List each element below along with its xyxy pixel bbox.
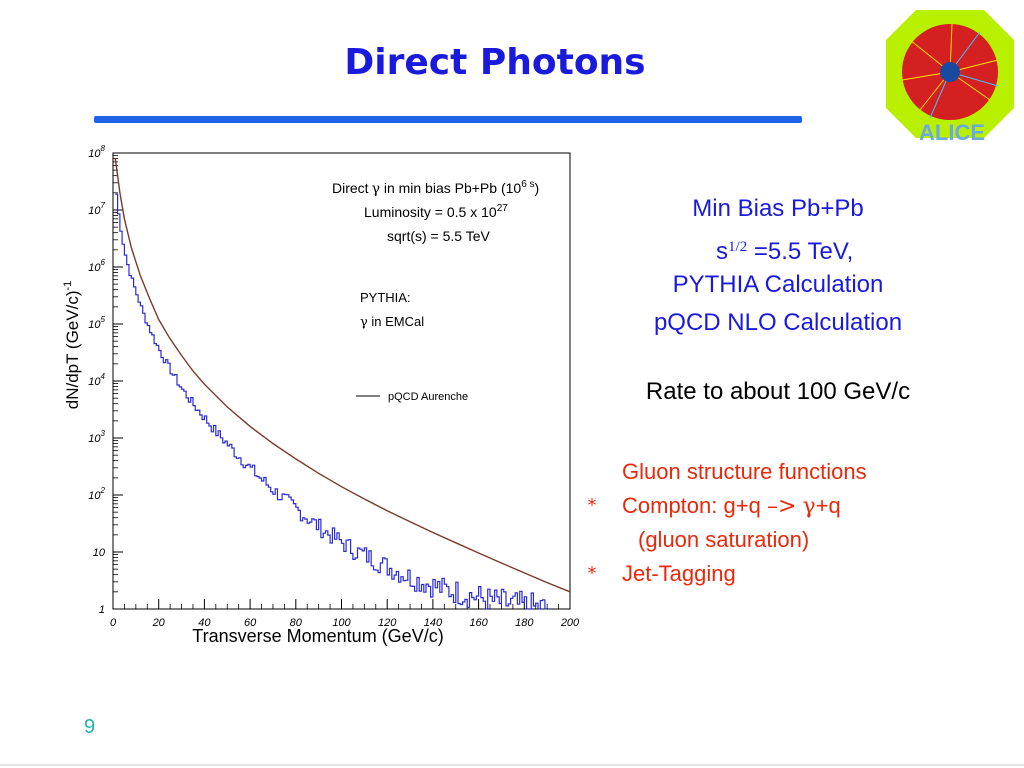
y-tick-label: 106	[88, 258, 105, 274]
rate-text: Rate to about 100 GeV/c	[645, 378, 911, 405]
annotation-sqrts: sqrt(s) = 5.5 TeV	[387, 228, 491, 244]
bullet-gluon: Gluon structure functions	[622, 459, 867, 484]
x-tick-label: 100	[332, 617, 351, 629]
y-tick-label: 108	[88, 144, 105, 160]
annotation-luminosity: Luminosity = 0.5 x 1027	[364, 203, 508, 220]
x-axis: 0 20 40 60 80 100 120 140 160 180 200	[110, 599, 580, 629]
x-tick-label: 20	[152, 617, 166, 629]
y-tick-label: 105	[88, 315, 105, 331]
asterisk-icon: *	[587, 495, 597, 516]
x-axis-label: Transverse Momentum (GeV/c)	[192, 626, 443, 646]
pythia-label-emcal: γ in EMCal	[360, 314, 424, 330]
y-tick-label: 103	[88, 429, 105, 445]
x-tick-label: 120	[378, 617, 397, 629]
x-tick-label: 40	[198, 617, 211, 629]
info-energy: s1/2 =5.5 TeV,	[716, 238, 854, 265]
y-axis-label: dN/dpT (GeV/c)-1	[62, 281, 82, 410]
alice-logo: ALICE	[886, 10, 1014, 144]
y-axis: 1 10 102 103 104 105 106 107 108	[88, 144, 123, 616]
slide-title: Direct Photons	[344, 42, 646, 83]
series-pythia	[115, 193, 548, 610]
y-tick-label: 104	[88, 372, 105, 388]
x-tick-label: 160	[469, 617, 488, 629]
legend-entry: pQCD Aurenche	[388, 391, 468, 403]
x-tick-label: 80	[290, 617, 303, 629]
x-tick-label: 0	[110, 617, 117, 629]
title-underline	[94, 116, 802, 123]
y-tick-label: 102	[88, 486, 105, 502]
info-min-bias: Min Bias Pb+Pb	[692, 195, 864, 222]
x-tick-label: 60	[244, 617, 257, 629]
info-panel: Min Bias Pb+Pb s1/2 =5.5 TeV, PYTHIA Cal…	[600, 190, 956, 342]
bullet-compton: * Compton: g+q –> γ+q	[582, 489, 1002, 523]
direct-photon-chart: 1 10 102 103 104 105 106 107 108 0 20 40 60 80 100 120…	[62, 144, 580, 646]
y-tick-label: 1	[99, 604, 105, 616]
x-tick-label: 180	[515, 617, 534, 629]
plot-frame	[112, 152, 571, 610]
info-pythia: PYTHIA Calculation	[672, 271, 884, 298]
series-pqcd-aurenche	[114, 158, 571, 593]
page-number: 9	[84, 716, 96, 738]
logo-text: ALICE	[919, 120, 985, 144]
x-tick-label: 140	[424, 617, 443, 629]
bullet-gluon-saturation: (gluon saturation)	[638, 527, 810, 552]
pythia-label: PYTHIA:	[360, 290, 411, 305]
bullet-list: Gluon structure functions * Compton: g+q…	[582, 455, 1002, 591]
info-pqcd: pQCD NLO Calculation	[653, 309, 903, 336]
y-tick-label: 107	[88, 201, 105, 217]
logo-core	[940, 62, 960, 82]
x-tick-label: 200	[560, 617, 580, 629]
asterisk-icon: *	[587, 563, 597, 584]
footer-rule	[0, 764, 1024, 766]
y-tick-label: 10	[93, 547, 106, 559]
annotation-line1: Direct γ in min bias Pb+Pb (106 s)	[332, 179, 539, 197]
bullet-jet-tagging: * Jet-Tagging	[582, 557, 1002, 591]
